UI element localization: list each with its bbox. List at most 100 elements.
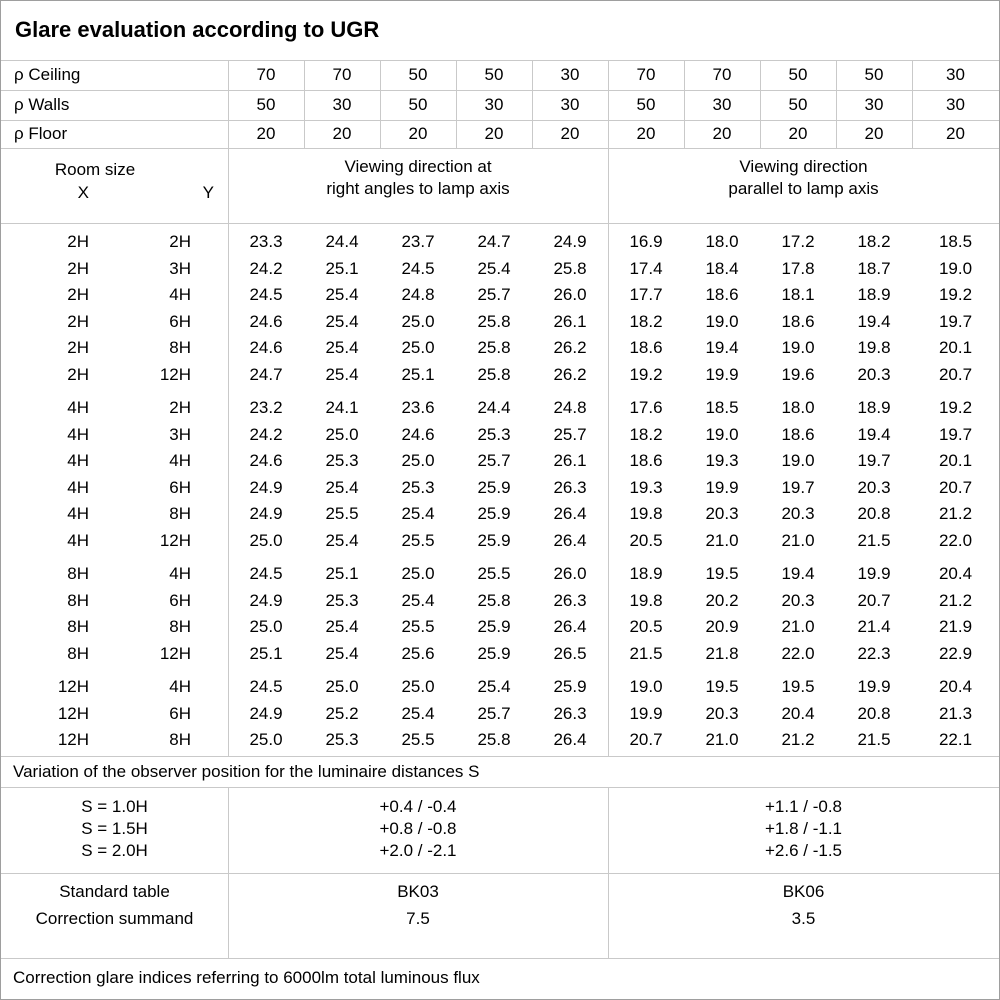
column-spacer (191, 674, 228, 701)
column-spacer (191, 335, 228, 362)
ugr-data-region: 2H 2H 23.3 24.4 23.7 24.7 24.9 16.9 18.0 17.2 18.2… (1, 223, 999, 756)
ugr-value-parallel-cell: 19.0 (705, 424, 739, 444)
ugr-value-right-angles-cell: 25.7 (553, 424, 587, 444)
reflectance-value-cell: 20 (864, 124, 884, 143)
room-size-x-cell: 8H (67, 643, 89, 663)
ugr-value-parallel-cell: 19.9 (857, 677, 891, 696)
ugr-value-parallel-cell: 19.4 (705, 338, 739, 357)
right-angles-heading: Viewing direction at right angles to lam… (228, 148, 608, 223)
ugr-value-parallel-cell: 20.4 (938, 677, 973, 696)
column-spacer (191, 614, 228, 641)
column-spacer (191, 701, 228, 728)
ugr-value-right-angles-cell: 25.7 (477, 285, 511, 304)
ugr-value-parallel-cell: 16.9 (629, 232, 663, 251)
standard-table-row: Correction summand 7.5 3.5 (1, 905, 999, 932)
spacing-row: S = 1.0H +0.4 / -0.4 +1.1 / -0.8 (1, 796, 999, 818)
reflectance-label: ρ Walls (14, 95, 70, 114)
ugr-value-right-angles-cell: 23.3 (249, 232, 283, 251)
room-size-x-cell: 4H (67, 530, 89, 550)
ugr-value-right-angles-cell: 25.1 (325, 564, 359, 583)
ugr-row-group: 4H 2H 23.2 24.1 23.6 24.4 24.8 17.6 18.5 18.0 18.9… (1, 395, 999, 554)
ugr-value-parallel-cell: 21.5 (857, 730, 891, 749)
ugr-value-parallel-cell: 21.8 (705, 643, 739, 663)
reflectance-value-cell: 20 (636, 124, 656, 143)
gridline-horizontal (1, 223, 999, 224)
gridline-horizontal (1, 120, 999, 121)
ugr-value-parallel-cell: 21.2 (938, 504, 973, 523)
standard-table-value-right-angles: 7.5 (406, 909, 430, 928)
room-size-y-cell: 4H (169, 677, 191, 696)
reflectance-value-cell: 70 (256, 65, 276, 84)
ugr-value-right-angles-cell: 24.5 (249, 564, 283, 583)
ugr-value-right-angles-cell: 25.8 (477, 730, 511, 749)
ugr-value-right-angles-cell: 23.2 (249, 398, 283, 417)
room-size-y-cell: 6H (169, 590, 191, 610)
ugr-row: 2H 3H 24.2 25.1 24.5 25.4 25.8 17.4 18.4 17.8 18.7… (1, 256, 999, 283)
room-size-x-cell: 2H (67, 311, 89, 331)
ugr-value-parallel-cell: 18.0 (705, 232, 739, 251)
ugr-value-right-angles-cell: 26.1 (553, 451, 587, 470)
reflectance-value-cell: 50 (408, 65, 428, 84)
column-spacer (191, 448, 228, 475)
room-size-y-cell: 3H (169, 258, 191, 278)
column-spacer (191, 475, 228, 502)
reflectance-value-cell: 30 (946, 65, 965, 84)
gridline-vertical (532, 60, 533, 148)
reflectance-row-walls: ρ Walls 50 30 50 30 30 50 30 50 30 30 (1, 90, 999, 120)
ugr-value-right-angles-cell: 25.7 (477, 451, 511, 470)
standard-table-value-right-angles: BK03 (397, 882, 439, 901)
ugr-value-right-angles-cell: 25.8 (553, 258, 587, 278)
reflectance-value-cell: 30 (864, 95, 884, 114)
ugr-value-right-angles-cell: 26.2 (553, 364, 587, 384)
ugr-value-parallel-cell: 21.0 (705, 730, 739, 749)
ugr-row: 12H 6H 24.9 25.2 25.4 25.7 26.3 19.9 20.3 20.4 20.… (1, 701, 999, 728)
ugr-value-right-angles-cell: 25.4 (325, 311, 359, 331)
column-headers: Room size X Y Viewing direction at right… (1, 148, 999, 223)
ugr-value-right-angles-cell: 25.4 (325, 364, 359, 384)
ugr-value-right-angles-cell: 24.5 (249, 677, 283, 696)
column-spacer (191, 641, 228, 668)
ugr-value-right-angles-cell: 24.6 (249, 451, 283, 470)
gridline-vertical (912, 60, 913, 148)
reflectance-value-cell: 30 (332, 95, 352, 114)
room-size-x-cell: 12H (57, 703, 89, 723)
variation-note-row: Variation of the observer position for t… (1, 756, 999, 787)
ugr-value-parallel-cell: 19.2 (938, 285, 973, 304)
reflectance-value-cell: 50 (788, 95, 808, 114)
ugr-value-right-angles-cell: 25.4 (401, 590, 435, 610)
ugr-value-right-angles-cell: 25.8 (477, 364, 511, 384)
ugr-row: 4H 4H 24.6 25.3 25.0 25.7 26.1 18.6 19.3 19.0 19.7… (1, 448, 999, 475)
ugr-value-parallel-cell: 19.5 (705, 677, 739, 696)
reflectance-value-cell: 30 (946, 95, 965, 114)
ugr-value-right-angles-cell: 25.9 (477, 530, 511, 550)
ugr-value-right-angles-cell: 26.0 (553, 564, 587, 583)
standard-table-section: Standard table BK03 BK06 Correction summand… (1, 873, 999, 958)
room-size-x-cell: 4H (67, 451, 89, 470)
ugr-value-right-angles-cell: 25.6 (401, 643, 435, 663)
room-size-y-cell: 2H (169, 232, 191, 251)
column-spacer (191, 528, 228, 555)
ugr-value-right-angles-cell: 23.6 (401, 398, 435, 417)
reflectance-value-cell: 70 (712, 65, 732, 84)
room-size-x-cell: 8H (67, 564, 89, 583)
room-size-x-cell: 2H (67, 258, 89, 278)
ugr-value-right-angles-cell: 24.7 (249, 364, 283, 384)
ugr-value-right-angles-cell: 25.4 (325, 477, 359, 497)
reflectance-value-cell: 30 (560, 95, 580, 114)
ugr-value-parallel-cell: 20.5 (629, 617, 663, 636)
ugr-row: 2H 6H 24.6 25.4 25.0 25.8 26.1 18.2 19.0 18.6 19.4… (1, 309, 999, 336)
ugr-value-parallel-cell: 19.3 (705, 451, 739, 470)
gridline-horizontal (1, 60, 999, 61)
ugr-value-parallel-cell: 19.9 (629, 703, 663, 723)
room-size-y-cell: 8H (169, 338, 191, 357)
spacing-value-parallel: +2.6 / -1.5 (764, 841, 843, 860)
ugr-value-parallel-cell: 21.2 (781, 730, 815, 749)
room-size-x-cell: 4H (67, 398, 89, 417)
reflectance-value-cell: 20 (408, 124, 428, 143)
ugr-row-group: 12H 4H 24.5 25.0 25.0 25.4 25.9 19.0 19.5 19.5 19.… (1, 674, 999, 754)
reflectance-row-floor: ρ Floor 20 20 20 20 20 20 20 20 20 20 (1, 120, 999, 148)
ugr-value-parallel-cell: 18.6 (705, 285, 739, 304)
ugr-value-parallel-cell: 22.1 (938, 730, 973, 749)
ugr-value-parallel-cell: 18.9 (857, 285, 891, 304)
ugr-value-right-angles-cell: 24.9 (249, 504, 283, 523)
